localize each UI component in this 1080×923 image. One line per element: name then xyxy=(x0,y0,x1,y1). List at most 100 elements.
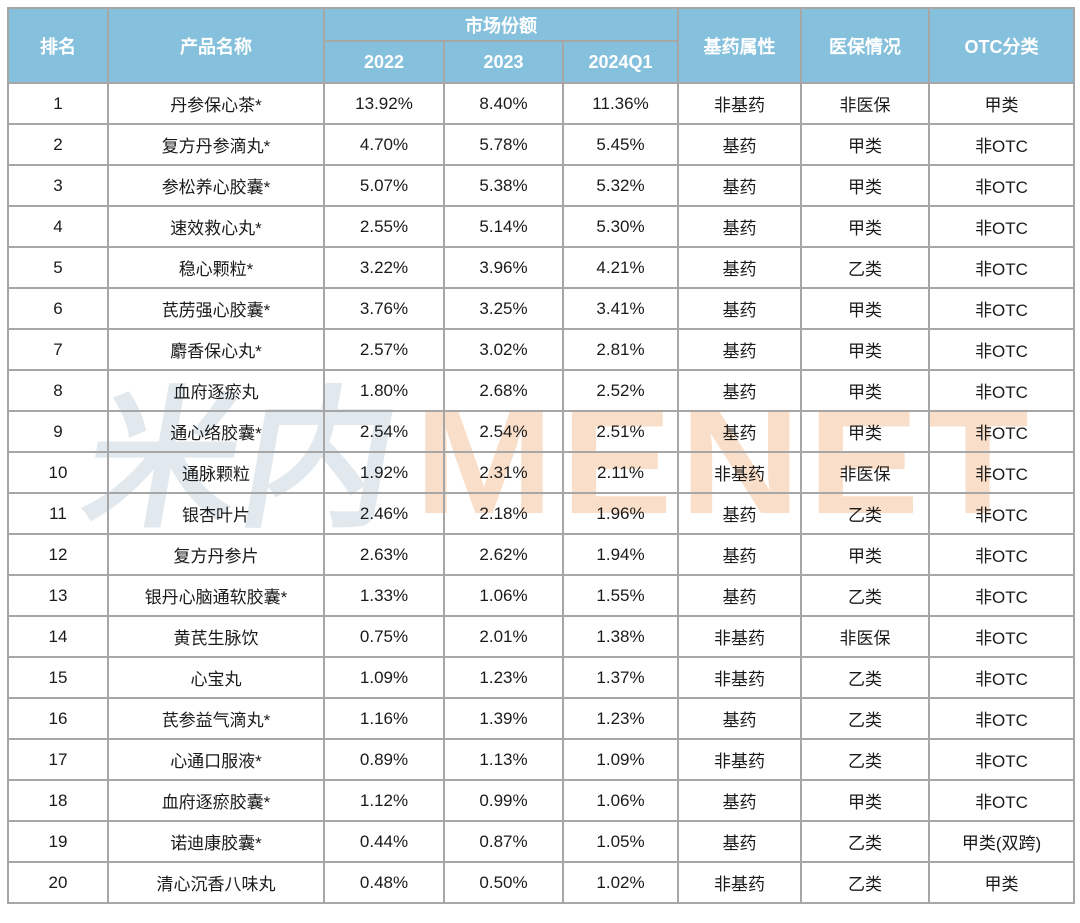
essential-drug-cell: 非基药 xyxy=(677,656,803,699)
share-2023-cell: 0.87% xyxy=(443,820,564,863)
share-2024q1-cell: 2.52% xyxy=(561,369,680,412)
share-2023-cell: 2.68% xyxy=(443,369,564,412)
table-row: 10 通脉颗粒 1.92% 2.31% 2.11% 非基药 非医保 非OTC xyxy=(7,451,1076,494)
share-2022-cell: 1.92% xyxy=(323,451,445,494)
insurance-cell: 甲类 xyxy=(800,369,931,412)
rank-cell: 7 xyxy=(7,328,109,371)
table-row: 9 通心络胶囊* 2.54% 2.54% 2.51% 基药 甲类 非OTC xyxy=(7,410,1076,453)
essential-drug-cell: 基药 xyxy=(677,287,803,330)
essential-drug-cell: 基药 xyxy=(677,410,803,453)
product-name-cell: 速效救心丸* xyxy=(107,205,325,248)
share-2022-cell: 2.46% xyxy=(323,492,445,535)
rank-cell: 13 xyxy=(7,574,109,617)
rank-cell: 18 xyxy=(7,779,109,822)
insurance-cell: 乙类 xyxy=(800,574,931,617)
product-name-cell: 复方丹参滴丸* xyxy=(107,123,325,166)
otc-cell: 甲类 xyxy=(928,82,1076,125)
product-name-cell: 血府逐瘀丸 xyxy=(107,369,325,412)
share-2022-cell: 3.22% xyxy=(323,246,445,289)
otc-cell: 非OTC xyxy=(928,533,1076,576)
essential-drug-cell: 基药 xyxy=(677,779,803,822)
share-2023-cell: 2.18% xyxy=(443,492,564,535)
otc-cell: 非OTC xyxy=(928,205,1076,248)
otc-cell: 非OTC xyxy=(928,574,1076,617)
share-2023-cell: 2.31% xyxy=(443,451,564,494)
share-2024q1-cell: 11.36% xyxy=(561,82,680,125)
insurance-cell: 甲类 xyxy=(800,123,931,166)
product-name-cell: 诺迪康胶囊* xyxy=(107,820,325,863)
share-2022-cell: 2.57% xyxy=(323,328,445,371)
share-2024q1-cell: 5.45% xyxy=(561,123,680,166)
share-2023-cell: 0.50% xyxy=(443,861,564,904)
otc-cell: 非OTC xyxy=(928,369,1076,412)
insurance-cell: 乙类 xyxy=(800,820,931,863)
insurance-cell: 乙类 xyxy=(800,861,931,904)
product-name-cell: 通心络胶囊* xyxy=(107,410,325,453)
header-rank: 排名 xyxy=(7,7,109,84)
insurance-cell: 甲类 xyxy=(800,164,931,207)
header-year-2023: 2023 xyxy=(443,40,564,84)
page: 米内MENET 排名 产品名称 市场份额 基药属性 医保情况 OTC分类 202… xyxy=(0,7,1080,923)
table-row: 2 复方丹参滴丸* 4.70% 5.78% 5.45% 基药 甲类 非OTC xyxy=(7,123,1076,166)
table-row: 7 麝香保心丸* 2.57% 3.02% 2.81% 基药 甲类 非OTC xyxy=(7,328,1076,371)
essential-drug-cell: 非基药 xyxy=(677,738,803,781)
table-row: 18 血府逐瘀胶囊* 1.12% 0.99% 1.06% 基药 甲类 非OTC xyxy=(7,779,1076,822)
table-row: 13 银丹心脑通软胶囊* 1.33% 1.06% 1.55% 基药 乙类 非OT… xyxy=(7,574,1076,617)
share-2023-cell: 0.99% xyxy=(443,779,564,822)
share-2022-cell: 0.75% xyxy=(323,615,445,658)
product-name-cell: 稳心颗粒* xyxy=(107,246,325,289)
essential-drug-cell: 基药 xyxy=(677,492,803,535)
table-row: 1 丹参保心茶* 13.92% 8.40% 11.36% 非基药 非医保 甲类 xyxy=(7,82,1076,125)
insurance-cell: 乙类 xyxy=(800,697,931,740)
product-name-cell: 心通口服液* xyxy=(107,738,325,781)
rank-cell: 4 xyxy=(7,205,109,248)
header-year-2024q1: 2024Q1 xyxy=(561,40,680,84)
rank-cell: 1 xyxy=(7,82,109,125)
otc-cell: 非OTC xyxy=(928,738,1076,781)
rank-cell: 12 xyxy=(7,533,109,576)
table-row: 16 芪参益气滴丸* 1.16% 1.39% 1.23% 基药 乙类 非OTC xyxy=(7,697,1076,740)
rank-cell: 6 xyxy=(7,287,109,330)
share-2024q1-cell: 1.06% xyxy=(561,779,680,822)
rank-cell: 11 xyxy=(7,492,109,535)
share-2022-cell: 1.09% xyxy=(323,656,445,699)
header-insurance: 医保情况 xyxy=(800,7,931,84)
essential-drug-cell: 基药 xyxy=(677,369,803,412)
share-2023-cell: 2.62% xyxy=(443,533,564,576)
essential-drug-cell: 基药 xyxy=(677,246,803,289)
product-name-cell: 参松养心胶囊* xyxy=(107,164,325,207)
essential-drug-cell: 非基药 xyxy=(677,451,803,494)
share-2023-cell: 1.13% xyxy=(443,738,564,781)
product-name-cell: 复方丹参片 xyxy=(107,533,325,576)
share-2023-cell: 2.01% xyxy=(443,615,564,658)
share-2024q1-cell: 2.81% xyxy=(561,328,680,371)
share-2024q1-cell: 2.11% xyxy=(561,451,680,494)
insurance-cell: 甲类 xyxy=(800,287,931,330)
product-name-cell: 黄芪生脉饮 xyxy=(107,615,325,658)
share-2023-cell: 5.14% xyxy=(443,205,564,248)
table-row: 3 参松养心胶囊* 5.07% 5.38% 5.32% 基药 甲类 非OTC xyxy=(7,164,1076,207)
insurance-cell: 非医保 xyxy=(800,82,931,125)
product-name-cell: 清心沉香八味丸 xyxy=(107,861,325,904)
product-name-cell: 芪苈强心胶囊* xyxy=(107,287,325,330)
share-2024q1-cell: 1.96% xyxy=(561,492,680,535)
essential-drug-cell: 基药 xyxy=(677,533,803,576)
table-header: 排名 产品名称 市场份额 基药属性 医保情况 OTC分类 2022 2023 2… xyxy=(7,7,1076,84)
insurance-cell: 非医保 xyxy=(800,451,931,494)
insurance-cell: 甲类 xyxy=(800,533,931,576)
share-2024q1-cell: 1.05% xyxy=(561,820,680,863)
rank-cell: 8 xyxy=(7,369,109,412)
rank-cell: 17 xyxy=(7,738,109,781)
rank-cell: 15 xyxy=(7,656,109,699)
table-row: 19 诺迪康胶囊* 0.44% 0.87% 1.05% 基药 乙类 甲类(双跨) xyxy=(7,820,1076,863)
share-2023-cell: 3.96% xyxy=(443,246,564,289)
essential-drug-cell: 基药 xyxy=(677,328,803,371)
product-name-cell: 丹参保心茶* xyxy=(107,82,325,125)
table-row: 15 心宝丸 1.09% 1.23% 1.37% 非基药 乙类 非OTC xyxy=(7,656,1076,699)
otc-cell: 甲类(双跨) xyxy=(928,820,1076,863)
otc-cell: 非OTC xyxy=(928,246,1076,289)
share-2022-cell: 1.16% xyxy=(323,697,445,740)
product-name-cell: 通脉颗粒 xyxy=(107,451,325,494)
insurance-cell: 甲类 xyxy=(800,328,931,371)
share-2024q1-cell: 4.21% xyxy=(561,246,680,289)
